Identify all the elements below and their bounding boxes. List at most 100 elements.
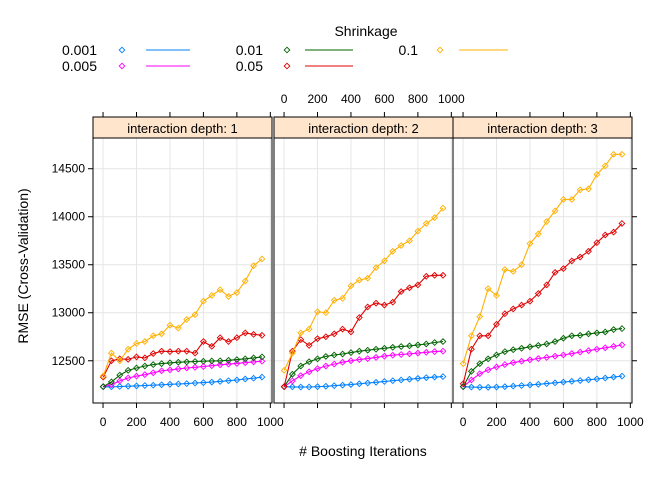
series-0.05 — [459, 220, 626, 388]
data-point — [258, 255, 266, 263]
y-axis-title: RMSE (Cross-Validation) — [15, 188, 31, 343]
data-point — [467, 345, 475, 353]
data-point — [158, 367, 166, 375]
data-point — [225, 292, 232, 300]
data-point — [250, 330, 258, 338]
data-point — [526, 240, 534, 248]
data-point — [501, 361, 509, 369]
data-point — [372, 299, 380, 307]
data-point — [559, 334, 567, 342]
data-point — [305, 341, 313, 349]
data-point — [124, 374, 132, 382]
bottom-x-axis: 0 200 400 600 800 1000 0 200 400 600 800 1000 — [100, 403, 644, 429]
data-point — [314, 365, 321, 373]
data-point — [158, 330, 166, 338]
x-tick-label: 0 — [100, 415, 107, 429]
x-tick-label-top: 400 — [341, 92, 361, 106]
data-point — [149, 350, 157, 357]
panel-frame — [452, 116, 633, 404]
data-point — [199, 338, 207, 345]
y-tick-label: 13500 — [52, 258, 86, 272]
data-point — [459, 360, 467, 368]
legend-entry-0.05: 0.05 — [236, 58, 353, 74]
data-point — [141, 354, 149, 362]
data-point — [593, 329, 601, 337]
data-point — [216, 361, 224, 369]
x-tick-label-top: 200 — [307, 92, 327, 106]
data-point — [476, 370, 484, 378]
data-point — [439, 338, 447, 345]
strip-label: interaction depth: 3 — [487, 121, 598, 136]
data-point — [216, 377, 224, 385]
data-point — [305, 383, 313, 391]
data-point — [199, 363, 207, 370]
data-point — [288, 377, 296, 385]
data-point — [397, 288, 405, 296]
data-point — [493, 292, 500, 299]
data-point — [414, 341, 422, 349]
data-point — [347, 282, 355, 290]
data-point — [439, 271, 447, 279]
data-point — [576, 331, 584, 339]
data-point — [364, 303, 372, 311]
x-tick-label: 0 — [460, 415, 467, 429]
data-point — [216, 286, 224, 294]
data-point — [543, 380, 551, 388]
data-point — [314, 335, 321, 343]
data-point — [166, 321, 174, 329]
y-tick-label: 14500 — [52, 162, 86, 176]
data-point — [459, 383, 467, 391]
data-point — [493, 320, 500, 328]
y-tick-label: 12500 — [52, 354, 86, 368]
data-point — [593, 239, 601, 247]
data-point — [258, 373, 266, 381]
series-0.1 — [459, 150, 626, 368]
data-point — [233, 334, 241, 342]
data-point — [568, 332, 576, 340]
data-point — [422, 340, 430, 348]
data-point — [509, 382, 517, 390]
data-point — [297, 362, 305, 370]
data-point — [199, 357, 207, 365]
data-point — [372, 345, 380, 353]
data-point — [124, 355, 132, 363]
data-point — [389, 377, 397, 385]
data-point — [364, 379, 372, 387]
data-point — [233, 289, 241, 297]
data-point — [241, 359, 249, 367]
data-point — [610, 326, 618, 333]
data-point — [601, 231, 609, 239]
data-point — [191, 311, 199, 319]
legend-entry-0.005: 0.005 — [62, 58, 190, 74]
data-point — [439, 347, 447, 355]
data-point — [414, 349, 422, 357]
data-point — [124, 382, 132, 390]
data-point — [208, 357, 216, 365]
legend-marker — [118, 46, 126, 54]
data-point — [158, 360, 166, 368]
data-point — [526, 343, 534, 351]
data-point — [543, 353, 551, 361]
data-point — [330, 360, 338, 368]
data-point — [124, 366, 132, 374]
data-point — [585, 347, 592, 355]
data-point — [518, 344, 526, 352]
data-point — [191, 349, 199, 357]
panel-3: interaction depth: 3 — [452, 116, 633, 404]
data-point — [141, 362, 149, 370]
data-point — [208, 362, 216, 370]
data-point — [559, 351, 567, 359]
data-point — [431, 348, 439, 356]
data-point — [389, 298, 397, 306]
series-line — [102, 332, 263, 378]
data-point — [241, 329, 249, 337]
x-tick-label-top: 1000 — [438, 92, 465, 106]
data-point — [493, 351, 500, 359]
data-point — [414, 374, 422, 382]
data-point — [414, 227, 422, 235]
data-point — [241, 277, 249, 285]
data-point — [199, 297, 207, 305]
data-point — [216, 357, 224, 365]
data-point — [288, 349, 296, 357]
data-point — [493, 383, 500, 391]
